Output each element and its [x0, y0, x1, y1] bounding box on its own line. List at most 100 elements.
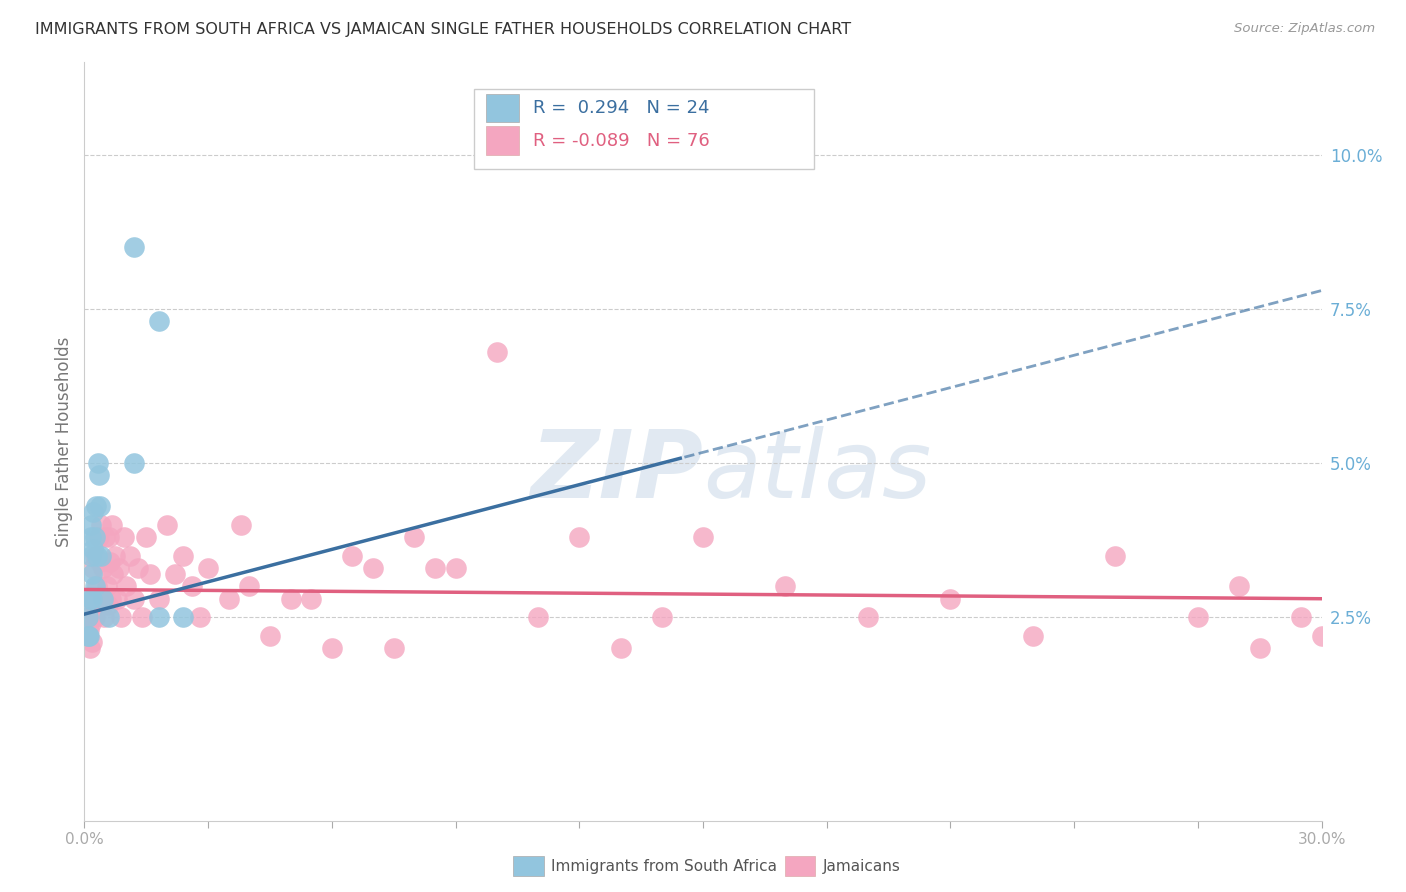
- Point: [76, 629, 98, 643]
- Point: [98, 610, 121, 624]
- Point: [361, 561, 384, 575]
- Point: [80, 616, 103, 631]
- Point: [114, 579, 136, 593]
- Point: [775, 579, 797, 593]
- Text: R = -0.089   N = 76: R = -0.089 N = 76: [533, 131, 710, 150]
- Point: [180, 579, 202, 593]
- Point: [79, 591, 101, 606]
- Point: [82, 542, 104, 557]
- Point: [692, 530, 714, 544]
- Point: [568, 530, 591, 544]
- Point: [98, 530, 121, 544]
- Point: [229, 517, 252, 532]
- Point: [1289, 610, 1312, 624]
- Point: [527, 610, 550, 624]
- Point: [238, 579, 260, 593]
- Point: [86, 456, 108, 470]
- Text: Jamaicans: Jamaicans: [823, 859, 900, 873]
- Point: [86, 598, 108, 612]
- Point: [127, 561, 149, 575]
- Point: [1310, 629, 1333, 643]
- Point: [86, 549, 108, 563]
- Point: [79, 623, 101, 637]
- Point: [259, 629, 281, 643]
- Point: [218, 591, 240, 606]
- Point: [80, 635, 103, 649]
- Point: [90, 591, 112, 606]
- Point: [83, 530, 105, 544]
- Point: [93, 610, 115, 624]
- Point: [1104, 549, 1126, 563]
- Point: [404, 530, 426, 544]
- Point: [135, 530, 157, 544]
- Point: [299, 591, 322, 606]
- Point: [89, 500, 111, 514]
- Point: [79, 641, 101, 656]
- Point: [112, 530, 135, 544]
- Point: [197, 561, 219, 575]
- Point: [342, 549, 364, 563]
- Point: [1227, 579, 1250, 593]
- Point: [856, 610, 879, 624]
- Point: [131, 610, 153, 624]
- Point: [1187, 610, 1209, 624]
- Text: IMMIGRANTS FROM SOUTH AFRICA VS JAMAICAN SINGLE FATHER HOUSEHOLDS CORRELATION CH: IMMIGRANTS FROM SOUTH AFRICA VS JAMAICAN…: [35, 22, 851, 37]
- Point: [76, 629, 98, 643]
- Point: [165, 567, 187, 582]
- Point: [382, 641, 405, 656]
- Point: [98, 555, 121, 569]
- Point: [110, 610, 132, 624]
- Point: [139, 567, 162, 582]
- Point: [105, 591, 128, 606]
- FancyBboxPatch shape: [486, 94, 519, 122]
- Point: [79, 549, 101, 563]
- Point: [79, 517, 101, 532]
- Point: [651, 610, 673, 624]
- Point: [444, 561, 467, 575]
- Point: [80, 591, 103, 606]
- FancyBboxPatch shape: [486, 126, 519, 155]
- Point: [101, 517, 124, 532]
- Point: [1022, 629, 1045, 643]
- Point: [83, 610, 105, 624]
- Point: [172, 549, 194, 563]
- Point: [939, 591, 962, 606]
- Point: [148, 314, 170, 328]
- Point: [82, 591, 104, 606]
- Y-axis label: Single Father Households: Single Father Households: [55, 336, 73, 547]
- Point: [148, 591, 170, 606]
- Text: atlas: atlas: [703, 426, 931, 517]
- Point: [96, 579, 118, 593]
- FancyBboxPatch shape: [474, 89, 814, 169]
- Point: [86, 579, 108, 593]
- Text: R =  0.294   N = 24: R = 0.294 N = 24: [533, 99, 710, 117]
- Point: [118, 549, 141, 563]
- Point: [87, 530, 110, 544]
- Point: [122, 456, 145, 470]
- Point: [80, 567, 103, 582]
- Point: [91, 591, 114, 606]
- Point: [82, 505, 104, 519]
- Point: [1249, 641, 1271, 656]
- Point: [122, 591, 145, 606]
- Point: [188, 610, 211, 624]
- Point: [87, 468, 110, 483]
- Point: [77, 598, 100, 612]
- Point: [97, 598, 120, 612]
- Point: [89, 555, 111, 569]
- Point: [91, 561, 114, 575]
- Point: [82, 561, 104, 575]
- Point: [94, 530, 117, 544]
- Point: [609, 641, 631, 656]
- Point: [423, 561, 446, 575]
- Point: [79, 591, 101, 606]
- Point: [148, 610, 170, 624]
- Point: [321, 641, 343, 656]
- Point: [84, 500, 107, 514]
- Point: [100, 591, 122, 606]
- Point: [122, 240, 145, 254]
- Point: [80, 530, 103, 544]
- Point: [156, 517, 179, 532]
- Point: [84, 549, 107, 563]
- Point: [79, 629, 101, 643]
